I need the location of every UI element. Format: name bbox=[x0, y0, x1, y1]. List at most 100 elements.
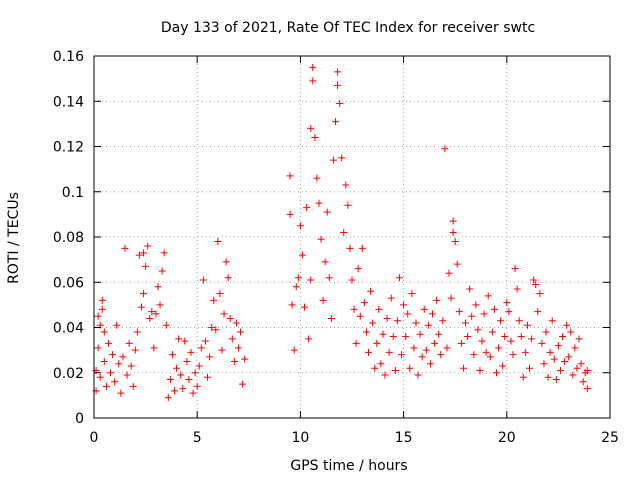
data-point bbox=[362, 328, 370, 336]
data-point bbox=[354, 265, 362, 273]
data-point bbox=[119, 353, 127, 361]
data-point bbox=[495, 344, 503, 352]
data-point bbox=[342, 181, 350, 189]
data-point bbox=[540, 360, 548, 368]
data-point bbox=[457, 339, 465, 347]
data-point bbox=[552, 376, 560, 384]
data-point bbox=[140, 290, 148, 298]
data-point bbox=[319, 296, 327, 304]
data-point bbox=[521, 348, 529, 356]
data-point bbox=[408, 290, 416, 298]
data-point bbox=[121, 244, 129, 252]
data-point bbox=[193, 382, 201, 390]
data-point bbox=[472, 301, 480, 309]
data-point bbox=[344, 201, 352, 209]
data-point bbox=[127, 362, 135, 370]
data-point bbox=[455, 308, 463, 316]
data-point bbox=[565, 353, 573, 361]
data-point bbox=[532, 281, 540, 289]
data-point bbox=[569, 371, 577, 379]
data-point bbox=[317, 235, 325, 243]
data-point bbox=[528, 335, 536, 343]
data-point bbox=[137, 303, 145, 311]
data-point bbox=[523, 321, 531, 329]
x-tick-labels: 0 5 10 15 20 25 bbox=[90, 430, 619, 446]
data-point bbox=[579, 378, 587, 386]
data-point bbox=[160, 249, 168, 257]
x-tick-label: 25 bbox=[601, 430, 619, 446]
data-point bbox=[437, 351, 445, 359]
data-point bbox=[117, 389, 125, 397]
y-tick-label: 0.14 bbox=[53, 94, 84, 110]
data-point bbox=[214, 238, 222, 246]
data-point bbox=[210, 296, 218, 304]
data-point bbox=[542, 328, 550, 336]
data-point bbox=[462, 319, 470, 327]
data-point bbox=[175, 335, 183, 343]
axis-ticks bbox=[93, 55, 611, 419]
data-point bbox=[305, 335, 313, 343]
data-point bbox=[416, 330, 424, 338]
data-point bbox=[177, 371, 185, 379]
data-point bbox=[453, 260, 461, 268]
data-point bbox=[420, 305, 428, 313]
data-point bbox=[391, 366, 399, 374]
y-tick-label: 0.06 bbox=[53, 275, 84, 291]
data-point bbox=[546, 348, 554, 356]
data-point bbox=[107, 369, 115, 377]
data-point bbox=[464, 333, 472, 341]
data-point bbox=[309, 63, 317, 71]
y-tick-label: 0.04 bbox=[53, 321, 84, 337]
data-point bbox=[490, 305, 498, 313]
data-point bbox=[511, 265, 519, 273]
data-point bbox=[497, 317, 505, 325]
data-point bbox=[94, 344, 102, 352]
data-point bbox=[102, 382, 110, 390]
data-point bbox=[515, 317, 523, 325]
data-point bbox=[315, 199, 323, 207]
data-point bbox=[492, 369, 500, 377]
data-point bbox=[311, 133, 319, 141]
data-point bbox=[406, 364, 414, 372]
data-point bbox=[208, 324, 216, 331]
grid bbox=[94, 56, 610, 418]
data-point bbox=[509, 351, 517, 359]
data-point bbox=[371, 364, 379, 372]
data-point bbox=[402, 333, 410, 341]
data-point bbox=[486, 353, 494, 361]
chart-title: Day 133 of 2021, Rate Of TEC Index for r… bbox=[161, 20, 535, 36]
data-point bbox=[234, 344, 242, 352]
data-point bbox=[404, 310, 412, 318]
data-point bbox=[195, 362, 203, 370]
data-point bbox=[94, 312, 102, 320]
data-point bbox=[298, 251, 306, 259]
data-point bbox=[526, 364, 534, 372]
data-point bbox=[519, 373, 527, 381]
data-point bbox=[216, 290, 224, 298]
data-point bbox=[443, 344, 451, 352]
data-point bbox=[290, 346, 298, 354]
data-point bbox=[583, 385, 591, 393]
data-point bbox=[375, 305, 383, 313]
data-point bbox=[309, 77, 317, 85]
data-point bbox=[507, 337, 515, 345]
data-point bbox=[228, 335, 236, 343]
data-point bbox=[199, 276, 207, 284]
data-point bbox=[220, 310, 228, 318]
data-point bbox=[503, 299, 511, 307]
data-point bbox=[307, 276, 315, 284]
y-tick-label: 0.16 bbox=[53, 49, 84, 65]
data-point bbox=[488, 328, 496, 336]
data-point bbox=[327, 314, 335, 322]
data-point bbox=[170, 387, 178, 395]
x-tick-label: 5 bbox=[193, 430, 202, 446]
data-point bbox=[567, 328, 575, 336]
x-tick-label: 20 bbox=[498, 430, 516, 446]
data-point bbox=[476, 366, 484, 374]
data-point bbox=[556, 366, 564, 374]
data-point bbox=[501, 333, 509, 341]
data-point bbox=[292, 283, 300, 291]
data-point bbox=[179, 385, 187, 393]
data-point bbox=[561, 357, 569, 365]
data-point bbox=[536, 290, 544, 298]
